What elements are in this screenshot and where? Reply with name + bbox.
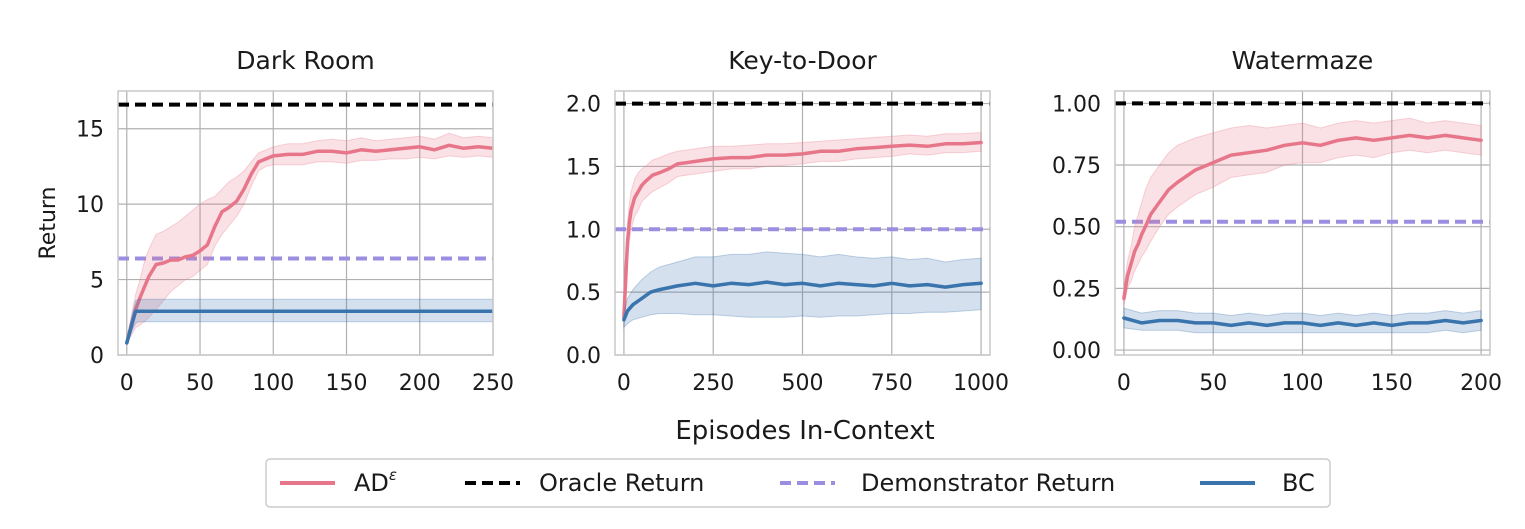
legend-label-oracle: Oracle Return — [539, 469, 704, 497]
panel-dark-room: Dark Room 0 50 100 150 200 250 0 5 10 15 — [76, 46, 514, 396]
y-tick-label: 0 — [90, 344, 104, 369]
x-tick-label: 150 — [326, 371, 368, 396]
x-tick-label: 50 — [186, 371, 214, 396]
y-tick-label: 5 — [90, 269, 104, 294]
legend: ADε Oracle Return Demonstrator Return BC — [265, 458, 1331, 508]
x-tick-label: 200 — [399, 371, 441, 396]
x-tick-label: 200 — [1460, 371, 1502, 396]
y-tick-label: 0.5 — [566, 281, 601, 306]
y-axis-label: Return — [36, 186, 61, 259]
panel-title: Watermaze — [1232, 46, 1374, 75]
series-band-ad — [623, 131, 982, 330]
x-tick-label: 100 — [252, 371, 294, 396]
x-tick-label: 0 — [617, 371, 631, 396]
y-tick-label: 0.25 — [1052, 277, 1101, 302]
x-tick-label: 50 — [1199, 371, 1227, 396]
x-tick-label: 1000 — [953, 371, 1009, 396]
x-tick-label: 0 — [1117, 371, 1131, 396]
legend-label-demonstrator: Demonstrator Return — [861, 469, 1115, 497]
plot-area — [118, 102, 493, 345]
series-line-bc — [125, 309, 493, 345]
y-tick-label: 0.00 — [1052, 339, 1101, 364]
plot-frame — [1114, 90, 1491, 356]
legend-item-demonstrator: Demonstrator Return — [780, 469, 1115, 497]
plot-frame — [614, 90, 991, 356]
x-axis-label: Episodes In-Context — [675, 416, 934, 446]
series-band-bc — [623, 251, 982, 329]
panel-title: Key-to-Door — [728, 46, 877, 75]
y-tick-label: 10 — [76, 193, 104, 218]
y-tick-label: 1.0 — [566, 218, 601, 243]
x-tick-label: 250 — [692, 371, 734, 396]
plot-frame — [117, 90, 494, 356]
y-tick-label: 0.50 — [1052, 216, 1101, 241]
series-band-ad — [126, 132, 493, 345]
series-line-ad — [622, 140, 983, 320]
y-tick-label: 2.0 — [566, 93, 601, 118]
legend-item-ad: ADε — [280, 466, 397, 497]
panel-title: Dark Room — [236, 46, 374, 75]
series-line-ad — [125, 143, 493, 345]
chart-panels: Dark Room 0 50 100 150 200 250 0 5 10 15 Key-to-Doo… — [76, 46, 1502, 396]
x-tick-label: 250 — [472, 371, 514, 396]
series-line-ad — [1122, 133, 1483, 301]
y-tick-label: 1.00 — [1052, 92, 1101, 117]
y-tick-label: 15 — [76, 118, 104, 143]
y-tick-label: 0.0 — [566, 344, 601, 369]
panel-watermaze: Watermaze 0 50 100 150 200 0.00 0.25 0.50 0.75 1.0… — [1052, 46, 1502, 396]
legend-item-oracle: Oracle Return — [465, 469, 704, 497]
x-tick-label: 750 — [871, 371, 913, 396]
plot-area — [615, 101, 990, 330]
x-tick-label: 500 — [782, 371, 824, 396]
series-band-ad — [1123, 117, 1482, 306]
series-line-bc — [1122, 316, 1483, 328]
legend-label-ad: ADε — [354, 466, 397, 497]
x-tick-label: 0 — [120, 371, 134, 396]
x-tick-label: 150 — [1371, 371, 1413, 396]
panel-key-to-door: Key-to-Door 0 250 500 750 1000 0.0 0.5 1.0 1.5 2.0 — [566, 46, 1009, 396]
y-tick-label: 0.75 — [1052, 154, 1101, 179]
series-band-bc — [126, 298, 493, 345]
plot-area — [1115, 101, 1490, 334]
legend-item-bc: BC — [1200, 469, 1315, 497]
y-tick-label: 1.5 — [566, 155, 601, 180]
legend-label-bc: BC — [1282, 469, 1315, 497]
series-line-bc — [622, 280, 983, 322]
x-tick-label: 100 — [1282, 371, 1324, 396]
